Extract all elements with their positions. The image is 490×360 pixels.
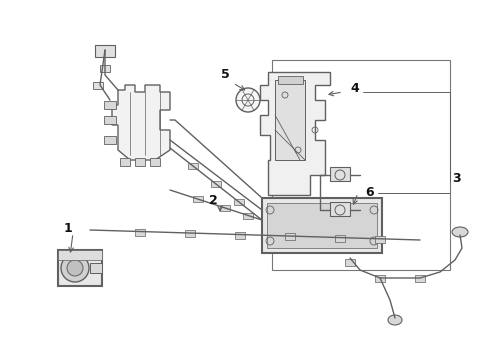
Circle shape <box>236 88 260 112</box>
Bar <box>135 229 145 235</box>
Ellipse shape <box>452 227 468 237</box>
Bar <box>235 231 245 239</box>
Bar <box>375 236 385 243</box>
Bar <box>267 203 377 248</box>
Bar <box>278 76 303 84</box>
Bar <box>100 65 110 72</box>
Bar <box>95 45 115 57</box>
Bar <box>188 163 198 169</box>
Bar <box>345 259 355 266</box>
Bar <box>220 205 230 211</box>
Bar <box>335 235 345 242</box>
Text: 4: 4 <box>351 81 359 94</box>
Bar <box>211 181 221 187</box>
Text: 2: 2 <box>209 194 218 207</box>
Circle shape <box>67 260 83 276</box>
Ellipse shape <box>388 315 402 325</box>
Bar <box>90 263 102 273</box>
Polygon shape <box>275 80 305 160</box>
Bar <box>93 82 103 89</box>
Circle shape <box>61 254 89 282</box>
Bar <box>104 136 116 144</box>
Bar <box>272 60 450 270</box>
Bar <box>120 158 130 166</box>
Polygon shape <box>260 72 330 195</box>
Bar <box>185 230 195 237</box>
Bar <box>243 212 253 219</box>
Bar <box>330 202 350 216</box>
Bar <box>150 158 160 166</box>
Text: 1: 1 <box>64 221 73 234</box>
Bar <box>330 167 350 181</box>
Bar <box>135 158 145 166</box>
Bar <box>104 101 116 109</box>
Bar <box>234 199 244 205</box>
Bar <box>285 233 295 240</box>
Text: 6: 6 <box>366 186 374 199</box>
Bar <box>375 275 385 282</box>
Bar <box>58 250 102 260</box>
Text: 3: 3 <box>452 171 460 184</box>
Bar <box>193 196 202 202</box>
Bar <box>415 275 425 282</box>
Bar <box>58 250 102 286</box>
Text: 5: 5 <box>220 68 229 81</box>
Bar <box>262 198 382 253</box>
Bar <box>104 116 116 124</box>
Polygon shape <box>112 85 170 160</box>
